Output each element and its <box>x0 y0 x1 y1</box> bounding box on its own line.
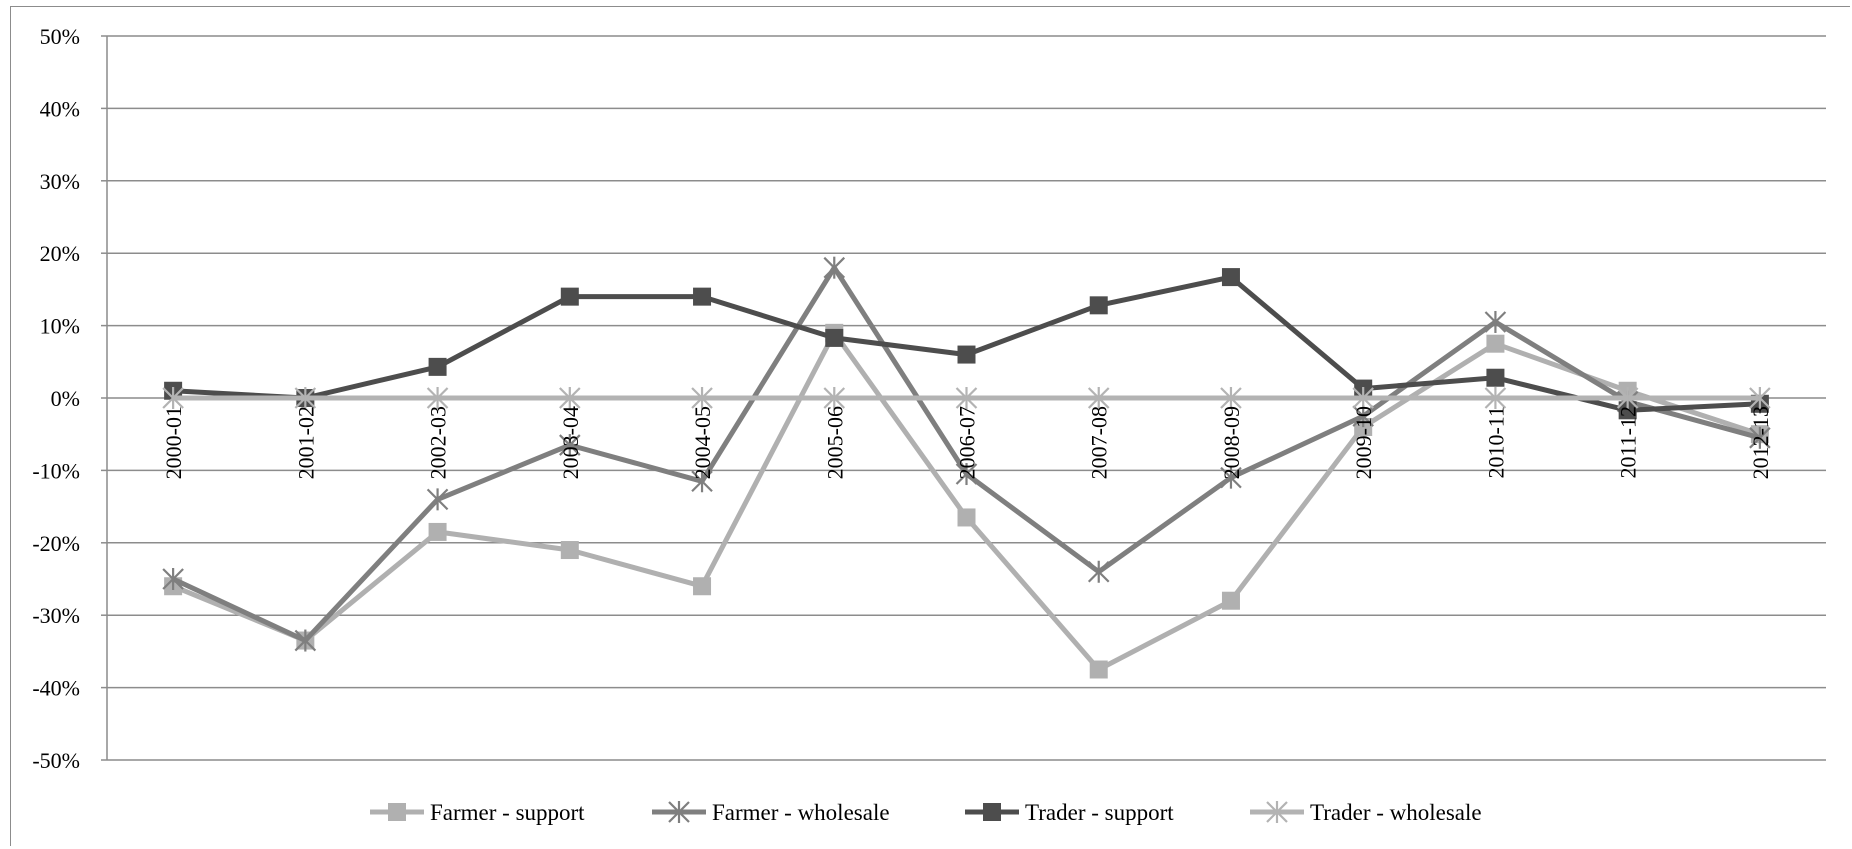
data-point <box>560 541 579 560</box>
data-point <box>693 577 712 596</box>
data-point <box>426 488 449 511</box>
data-point <box>1087 387 1110 409</box>
x-category-label: 2002-03 <box>426 406 451 479</box>
x-category-label: 2003-04 <box>558 406 583 479</box>
series-farmer-wholesale <box>162 256 1771 652</box>
y-tick-label: -20% <box>32 531 80 556</box>
data-point <box>823 387 846 409</box>
x-category-label: 2007-08 <box>1087 406 1112 479</box>
data-point <box>1089 296 1108 315</box>
x-category-label: 2006-07 <box>955 406 980 479</box>
data-point <box>1221 591 1240 610</box>
data-point <box>823 256 846 279</box>
y-tick-label: 30% <box>40 169 80 194</box>
legend-item: Trader - wholesale <box>1250 800 1482 825</box>
data-point <box>955 463 978 486</box>
x-category-label: 2011-12 <box>1616 406 1641 479</box>
y-tick-label: -10% <box>32 458 80 483</box>
data-point <box>426 387 449 409</box>
data-point <box>693 287 712 306</box>
data-point <box>428 522 447 541</box>
data-point <box>1352 387 1374 409</box>
data-point <box>1749 426 1771 449</box>
y-tick-label: -30% <box>32 603 80 628</box>
data-point <box>1616 387 1639 409</box>
data-point <box>1266 801 1288 823</box>
data-point <box>1087 560 1110 583</box>
data-point <box>294 629 317 652</box>
legend-label: Trader - support <box>1025 800 1174 825</box>
legend-item: Farmer - support <box>370 800 585 825</box>
y-tick-label: 0% <box>51 386 80 411</box>
data-point <box>1484 387 1507 409</box>
data-point <box>668 801 690 823</box>
x-category-label: 2000-01 <box>161 406 186 479</box>
x-category-label: 2005-06 <box>822 406 847 479</box>
data-point <box>1089 660 1108 679</box>
y-tick-label: 50% <box>40 24 80 49</box>
data-point <box>1486 368 1505 387</box>
data-point <box>983 803 1001 821</box>
y-tick-label: -40% <box>32 676 80 701</box>
y-tick-label: -50% <box>32 748 80 773</box>
legend: Farmer - support Farmer - wholesale Trader… <box>370 800 1482 825</box>
legend-label: Farmer - wholesale <box>712 800 890 825</box>
data-point <box>294 387 317 409</box>
chart-frame <box>10 6 1850 846</box>
data-point <box>691 470 713 493</box>
data-point <box>955 387 978 409</box>
data-point <box>1220 387 1242 409</box>
data-point <box>957 508 976 527</box>
data-point <box>1221 268 1240 287</box>
x-category-label: 2008-09 <box>1219 406 1244 479</box>
data-point <box>957 345 976 364</box>
legend-item: Farmer - wholesale <box>652 800 890 825</box>
y-axis-tick-labels: 50% 40% 30% 20% 10% 0% -10% -20% -30% -40% -50% <box>32 24 80 773</box>
legend-label: Trader - wholesale <box>1310 800 1482 825</box>
series-trader-wholesale <box>162 387 1771 409</box>
legend-item: Trader - support <box>965 800 1174 825</box>
x-category-label: 2001-02 <box>293 406 318 479</box>
data-point <box>1220 466 1242 489</box>
legend-label: Farmer - support <box>430 800 585 825</box>
data-point <box>691 387 713 409</box>
data-point <box>825 328 844 347</box>
y-tick-label: 40% <box>40 96 80 121</box>
data-point <box>162 568 184 590</box>
x-category-label: 2004-05 <box>690 406 715 479</box>
data-point <box>1749 387 1771 409</box>
x-category-label: 2012-13 <box>1748 406 1773 479</box>
y-tick-label: 10% <box>40 314 80 339</box>
data-point <box>559 387 581 409</box>
data-point <box>388 803 406 821</box>
x-axis-category-labels: 2000-01 2001-02 2002-03 2003-04 2004-05 2005-… <box>161 406 1773 479</box>
data-point <box>1484 310 1507 333</box>
data-point <box>559 434 581 457</box>
y-tick-label: 20% <box>40 241 80 266</box>
series-lines <box>162 256 1771 679</box>
data-point <box>162 387 184 409</box>
x-category-label: 2010-11 <box>1483 406 1508 479</box>
data-point <box>1486 334 1505 353</box>
x-category-label: 2009-10 <box>1351 406 1376 479</box>
data-point <box>428 357 447 376</box>
data-point <box>1618 401 1637 420</box>
data-point <box>560 287 579 306</box>
